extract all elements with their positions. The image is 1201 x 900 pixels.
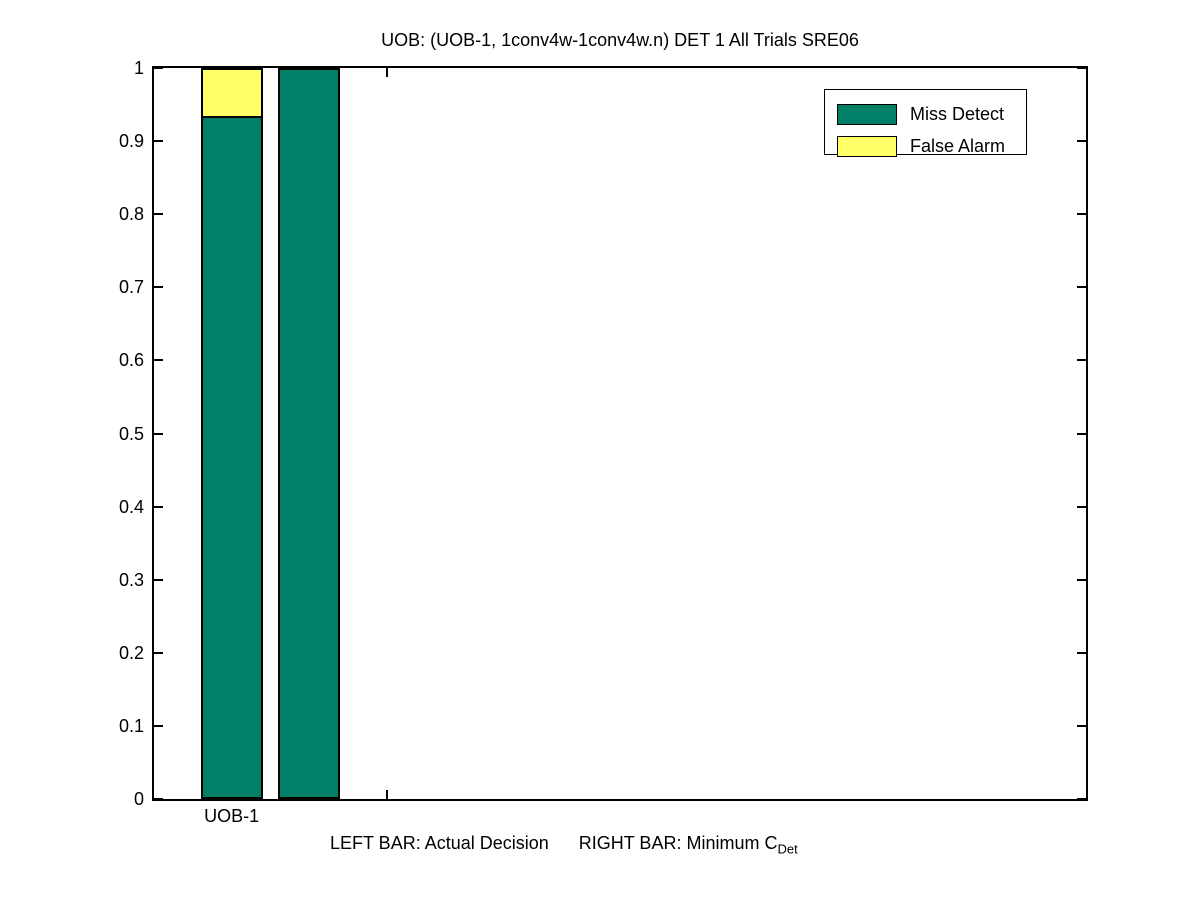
y-tick-label: 0.7 — [118, 277, 144, 297]
y-tick-label: 0.1 — [118, 716, 144, 736]
bar-segment-false-alarm — [201, 68, 263, 118]
y-tick-left — [154, 798, 163, 800]
footer-right-bar-text: RIGHT BAR: Minimum C — [578, 833, 778, 853]
y-tick-right — [1077, 359, 1086, 361]
bar-segment-miss-detect — [278, 68, 340, 799]
y-tick-left — [154, 652, 163, 654]
y-tick-right — [1077, 652, 1086, 654]
y-tick-left — [154, 67, 163, 69]
y-tick-left — [154, 433, 163, 435]
x-tick-bottom — [386, 790, 388, 799]
y-tick-left — [154, 359, 163, 361]
y-tick-right — [1077, 798, 1086, 800]
legend: Miss Detect False Alarm — [824, 89, 1027, 157]
y-tick-label: 0.2 — [118, 643, 144, 663]
false-alarm-swatch-icon — [837, 135, 897, 157]
y-tick-right — [1077, 213, 1086, 215]
plot-area — [152, 66, 1088, 801]
legend-row-false-alarm: False Alarm — [825, 130, 1026, 162]
footer-left-bar-text: LEFT BAR: Actual Decision — [330, 833, 549, 853]
legend-label-miss-detect: Miss Detect — [910, 103, 1005, 124]
y-tick-right — [1077, 725, 1086, 727]
y-tick-left — [154, 286, 163, 288]
footer-annotation: LEFT BAR: Actual Decision RIGHT BAR: Mini… — [330, 833, 798, 857]
legend-row-miss-detect: Miss Detect — [825, 98, 1026, 130]
miss-detect-swatch-icon — [837, 103, 897, 125]
y-tick-right — [1077, 140, 1086, 142]
y-tick-right — [1077, 286, 1086, 288]
legend-label-false-alarm: False Alarm — [910, 135, 1006, 156]
bar-segment-miss-detect — [201, 116, 263, 799]
y-tick-label: 0.6 — [118, 350, 144, 370]
y-tick-label: 0.4 — [118, 497, 144, 517]
y-tick-label: 0.3 — [118, 570, 144, 590]
y-tick-left — [154, 725, 163, 727]
y-tick-right — [1077, 506, 1086, 508]
y-tick-label: 1 — [133, 58, 144, 78]
footer-subscript: Det — [777, 841, 798, 857]
y-tick-label: 0 — [133, 789, 144, 809]
y-tick-label: 0.9 — [118, 131, 144, 151]
y-tick-label: 0.8 — [118, 204, 144, 224]
y-tick-right — [1077, 579, 1086, 581]
y-tick-right — [1077, 433, 1086, 435]
y-tick-right — [1077, 67, 1086, 69]
chart-title: UOB: (UOB-1, 1conv4w-1conv4w.n) DET 1 Al… — [381, 30, 859, 50]
y-tick-label: 0.5 — [118, 424, 144, 444]
x-category-label: UOB-1 — [204, 806, 260, 826]
y-tick-left — [154, 213, 163, 215]
y-tick-left — [154, 140, 163, 142]
x-tick-top — [386, 68, 388, 77]
y-tick-left — [154, 579, 163, 581]
y-tick-left — [154, 506, 163, 508]
